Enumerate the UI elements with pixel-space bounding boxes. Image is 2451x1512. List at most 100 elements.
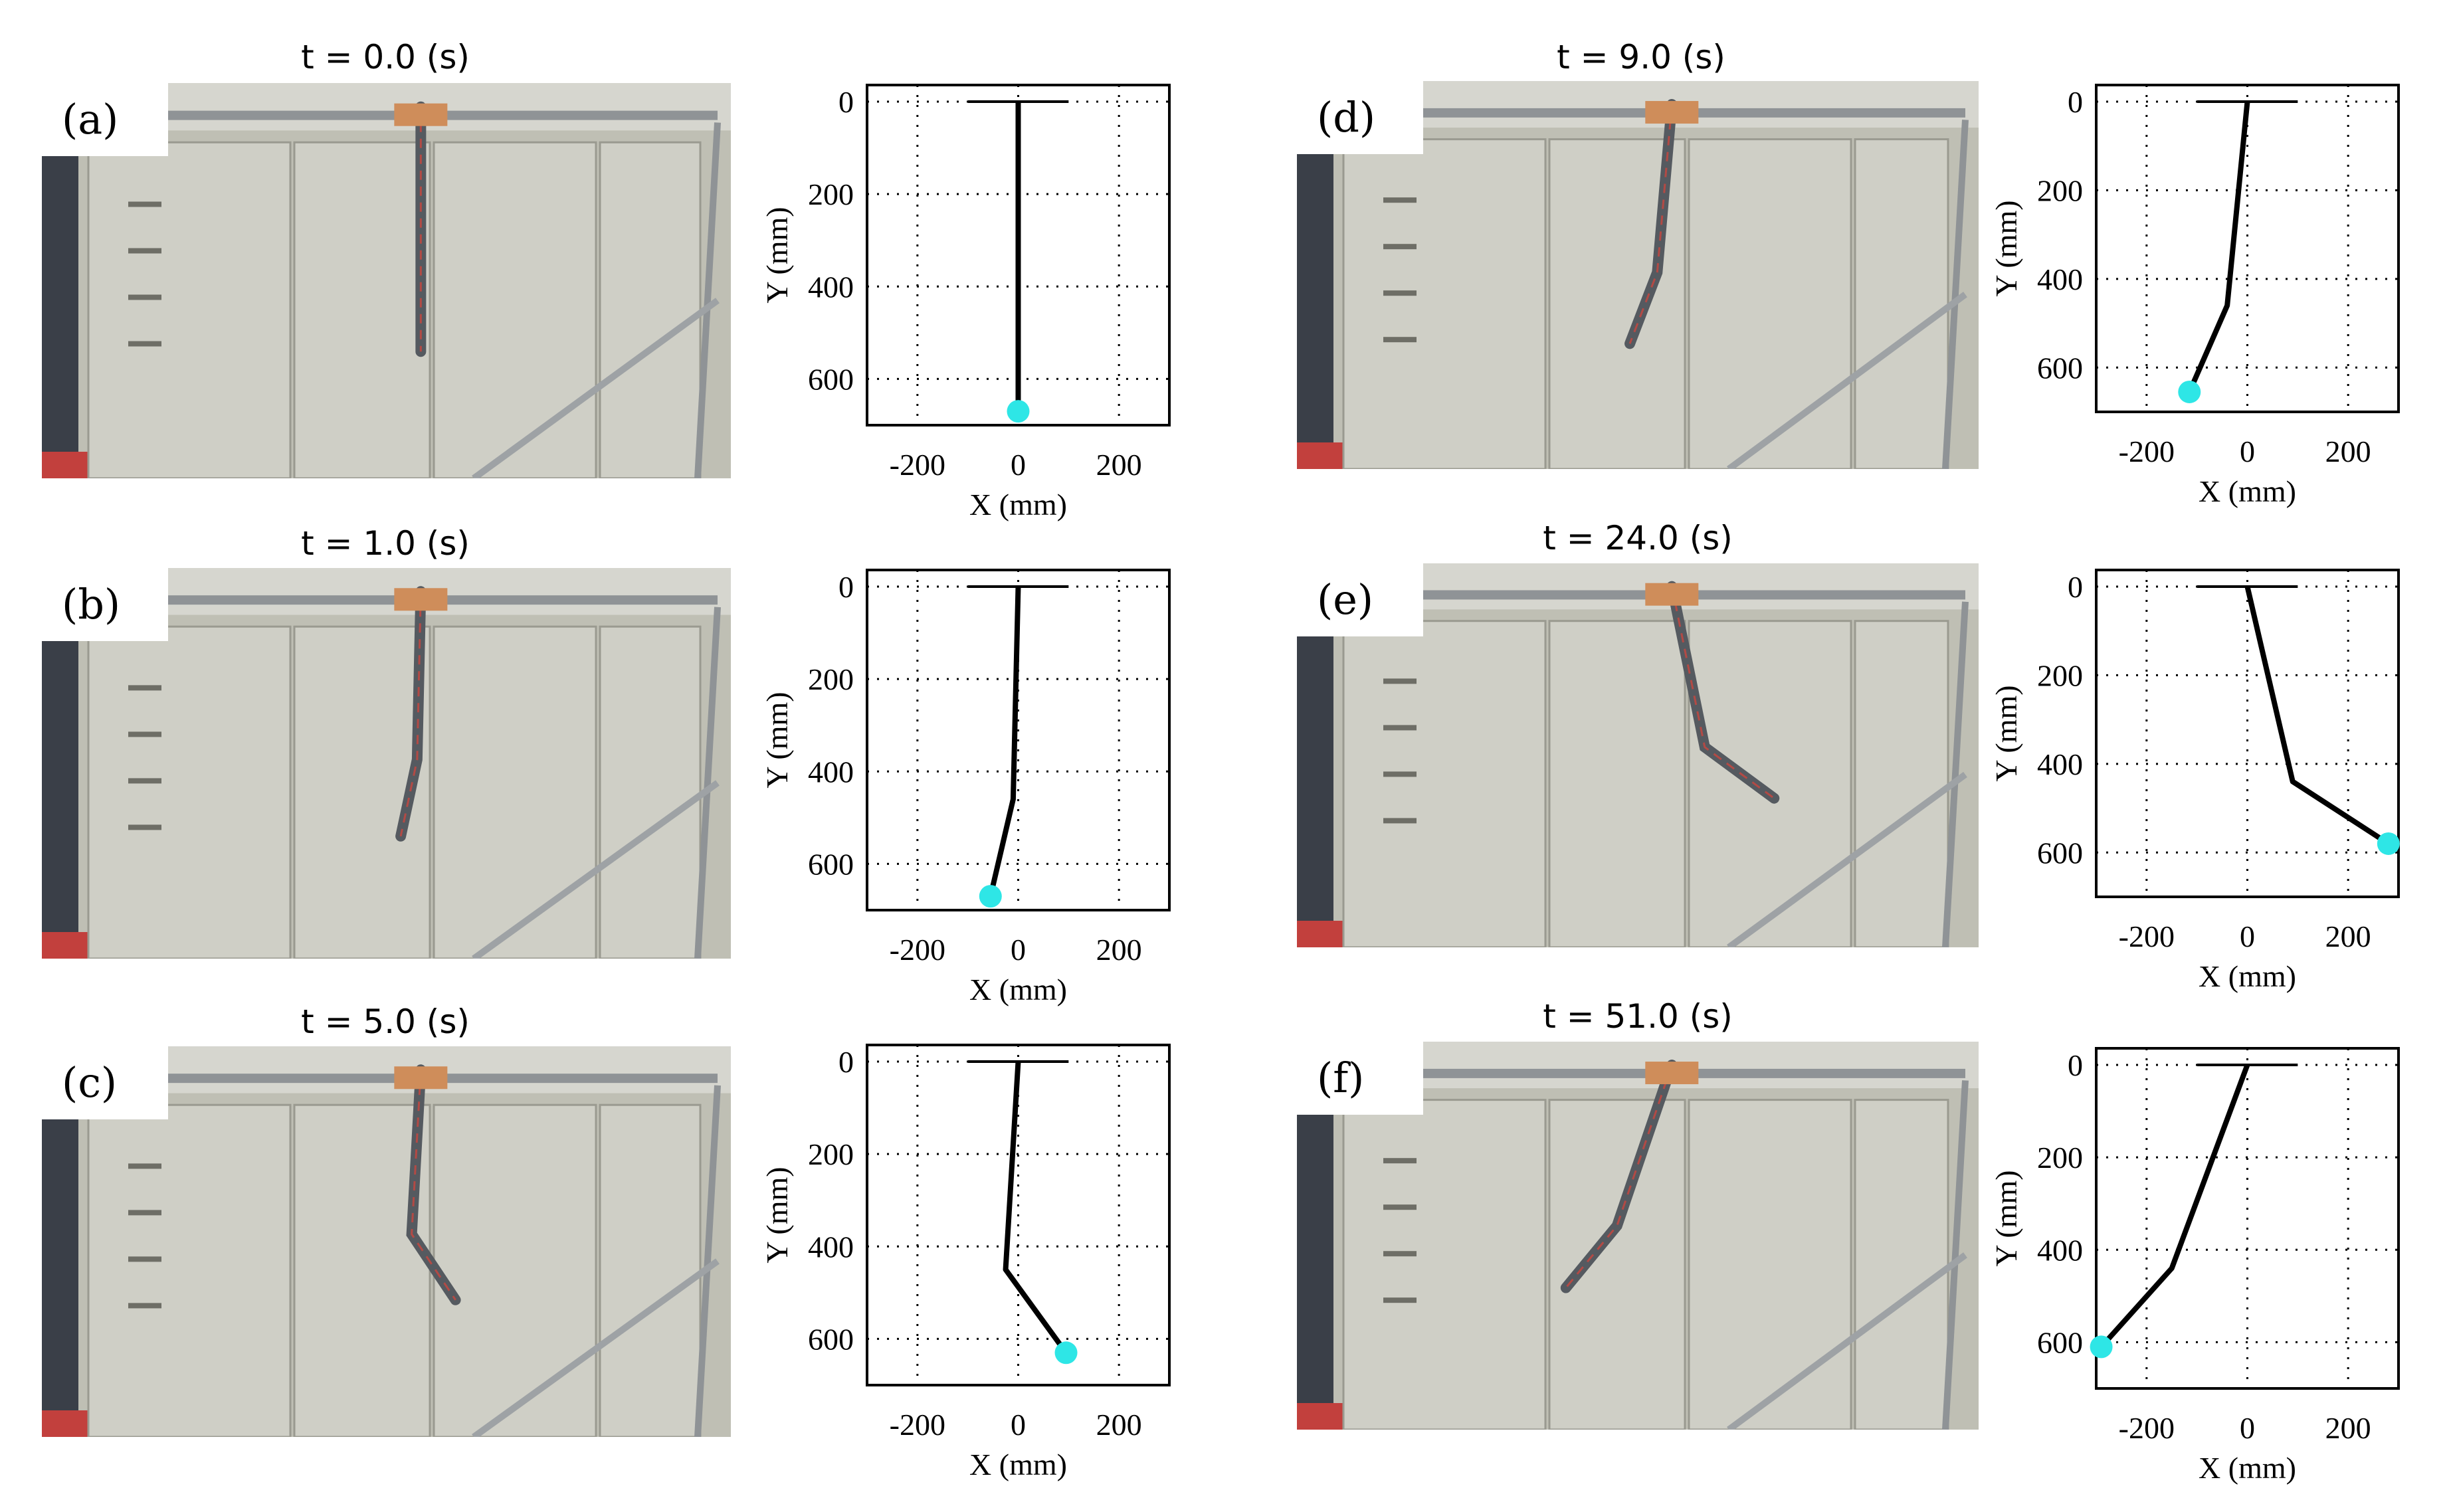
drawer-handle xyxy=(128,1256,161,1262)
x-tick-label: 200 xyxy=(1096,933,1142,967)
cabinet-door xyxy=(1854,1099,1949,1430)
drawer-handle xyxy=(1383,337,1417,343)
y-tick-label: 600 xyxy=(808,847,854,881)
cabinet-door xyxy=(433,1103,597,1437)
y-tick-label: 200 xyxy=(2037,173,2083,207)
robot-mount xyxy=(1645,101,1699,124)
red-bin xyxy=(42,1410,95,1437)
x-tick-label: -200 xyxy=(890,933,945,967)
plot-f: -200 0 200 0 200 400 600 X (mm) Y (mm) xyxy=(1993,1047,2400,1485)
right-rail xyxy=(694,122,721,478)
plot-a: -200 0 200 0 200 400 600 X (mm) Y (mm) xyxy=(764,84,1171,521)
x-axis-label: X (mm) xyxy=(2199,474,2296,508)
photo-scene xyxy=(1297,1042,1979,1430)
drawer-handle xyxy=(1383,818,1417,824)
robot-mount xyxy=(1645,583,1699,606)
robot-wires xyxy=(1565,1064,1673,1289)
end-effector-point xyxy=(1007,400,1030,423)
y-tick-label: 600 xyxy=(2037,351,2083,385)
end-effector-point xyxy=(2090,1335,2113,1359)
plot-frame xyxy=(866,1044,1171,1386)
robot-wires xyxy=(1628,104,1673,344)
drawer-handle xyxy=(1383,1204,1417,1210)
y-axis-label: Y (mm) xyxy=(1993,200,2023,296)
top-rail xyxy=(1324,1068,1965,1078)
photo-e xyxy=(1297,563,1979,947)
y-tick-label: 0 xyxy=(2068,85,2083,119)
x-axis-label: X (mm) xyxy=(969,973,1067,1006)
drawer-handle xyxy=(128,1303,161,1309)
end-effector-point xyxy=(2377,832,2400,855)
plot-frame xyxy=(866,84,1171,426)
drawer-handle xyxy=(1383,678,1417,684)
right-rail xyxy=(1942,120,1969,469)
diagonal-rail xyxy=(472,298,720,478)
right-rail xyxy=(1942,601,1969,947)
red-bin xyxy=(42,932,95,959)
panel-label-d: (d) xyxy=(1297,81,1423,154)
cabinet-door xyxy=(1342,620,1547,947)
robot-wires xyxy=(1670,586,1775,799)
x-axis-label: X (mm) xyxy=(969,1448,1067,1481)
diagonal-rail xyxy=(1727,771,1967,947)
y-tick-label: 400 xyxy=(2037,747,2083,781)
right-rail xyxy=(694,607,721,959)
y-axis-label: Y (mm) xyxy=(764,692,794,788)
x-tick-label: 200 xyxy=(2325,434,2371,468)
drawer-handle xyxy=(1383,771,1417,777)
panel-title-b: t = 1.0 (s) xyxy=(301,524,470,563)
y-tick-label: 200 xyxy=(808,1137,854,1171)
drawer-handle xyxy=(128,778,161,784)
cabinet-door xyxy=(87,1103,292,1437)
plot-c: -200 0 200 0 200 400 600 X (mm) Y (mm) xyxy=(764,1044,1171,1481)
y-tick-label: 0 xyxy=(2068,1048,2083,1082)
drawer-handle xyxy=(128,248,161,254)
drawer-handle xyxy=(1383,290,1417,296)
drawer-handle xyxy=(128,341,161,347)
cabinet-door xyxy=(599,625,702,959)
panel-label-f: (f) xyxy=(1297,1042,1423,1115)
arm-links xyxy=(2244,586,2391,846)
robot-mount xyxy=(394,588,448,611)
cabinet-door xyxy=(1342,138,1547,469)
cabinet-door xyxy=(433,141,597,478)
x-tick-label: -200 xyxy=(890,448,945,482)
panel-label-e: (e) xyxy=(1297,563,1423,636)
y-tick-label: 0 xyxy=(838,1045,854,1079)
x-tick-label: -200 xyxy=(890,1408,945,1442)
panel-title-d: t = 9.0 (s) xyxy=(1557,38,1725,76)
x-tick-label: 0 xyxy=(2240,434,2255,468)
y-tick-label: 600 xyxy=(808,362,854,396)
drawer-handle xyxy=(128,824,161,830)
y-tick-label: 0 xyxy=(2068,570,2083,604)
right-rail xyxy=(694,1085,721,1437)
x-axis-label: X (mm) xyxy=(2199,959,2296,993)
top-rail xyxy=(1324,590,1965,600)
diagonal-rail xyxy=(1727,292,1967,469)
plot-frame xyxy=(2095,84,2400,413)
x-tick-label: 0 xyxy=(1011,933,1026,967)
x-axis-label: X (mm) xyxy=(969,488,1067,521)
diagonal-rail xyxy=(472,780,720,959)
x-tick-label: 200 xyxy=(2325,1411,2371,1445)
red-bin xyxy=(1297,1403,1350,1430)
plot-b: -200 0 200 0 200 400 600 X (mm) Y (mm) xyxy=(764,569,1171,1006)
cabinet-door xyxy=(87,625,292,959)
cabinet-door xyxy=(293,1103,431,1437)
y-tick-label: 600 xyxy=(2037,1325,2083,1359)
x-tick-label: 0 xyxy=(2240,919,2255,953)
plot-d: -200 0 200 0 200 400 600 X (mm) Y (mm) xyxy=(1993,84,2400,508)
plot-frame xyxy=(2095,569,2400,898)
x-tick-label: -200 xyxy=(2119,1411,2175,1445)
cabinet-door xyxy=(1854,620,1949,947)
diagonal-rail xyxy=(1727,1252,1967,1430)
end-effector-point xyxy=(2178,380,2201,403)
panel-title-c: t = 5.0 (s) xyxy=(301,1002,470,1041)
drawer-handle xyxy=(128,201,161,207)
y-tick-label: 400 xyxy=(808,1230,854,1264)
y-tick-label: 0 xyxy=(838,85,854,119)
y-tick-label: 200 xyxy=(2037,658,2083,692)
cabinet-door xyxy=(1854,138,1949,469)
arm-links xyxy=(1003,1061,1068,1355)
y-tick-label: 0 xyxy=(838,570,854,604)
